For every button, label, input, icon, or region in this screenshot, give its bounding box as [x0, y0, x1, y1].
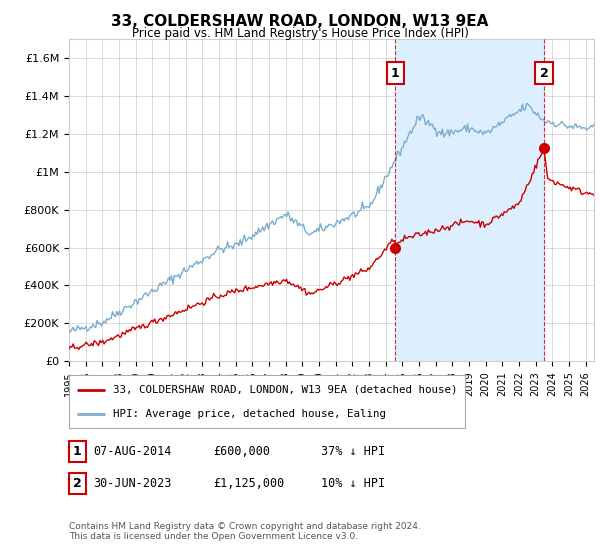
Text: £600,000: £600,000 — [213, 445, 270, 458]
Text: HPI: Average price, detached house, Ealing: HPI: Average price, detached house, Eali… — [113, 409, 386, 419]
Text: 2: 2 — [73, 477, 82, 490]
Text: 2: 2 — [539, 67, 548, 80]
Text: 07-AUG-2014: 07-AUG-2014 — [93, 445, 172, 458]
Bar — [395, 39, 544, 361]
Text: 30-JUN-2023: 30-JUN-2023 — [93, 477, 172, 490]
Text: 1: 1 — [391, 67, 400, 80]
Text: Price paid vs. HM Land Registry's House Price Index (HPI): Price paid vs. HM Land Registry's House … — [131, 27, 469, 40]
Text: 33, COLDERSHAW ROAD, LONDON, W13 9EA: 33, COLDERSHAW ROAD, LONDON, W13 9EA — [112, 14, 488, 29]
Text: 1: 1 — [73, 445, 82, 458]
Text: 33, COLDERSHAW ROAD, LONDON, W13 9EA (detached house): 33, COLDERSHAW ROAD, LONDON, W13 9EA (de… — [113, 385, 457, 395]
Text: £1,125,000: £1,125,000 — [213, 477, 284, 490]
Text: 10% ↓ HPI: 10% ↓ HPI — [321, 477, 385, 490]
Text: 37% ↓ HPI: 37% ↓ HPI — [321, 445, 385, 458]
Text: Contains HM Land Registry data © Crown copyright and database right 2024.
This d: Contains HM Land Registry data © Crown c… — [69, 522, 421, 542]
